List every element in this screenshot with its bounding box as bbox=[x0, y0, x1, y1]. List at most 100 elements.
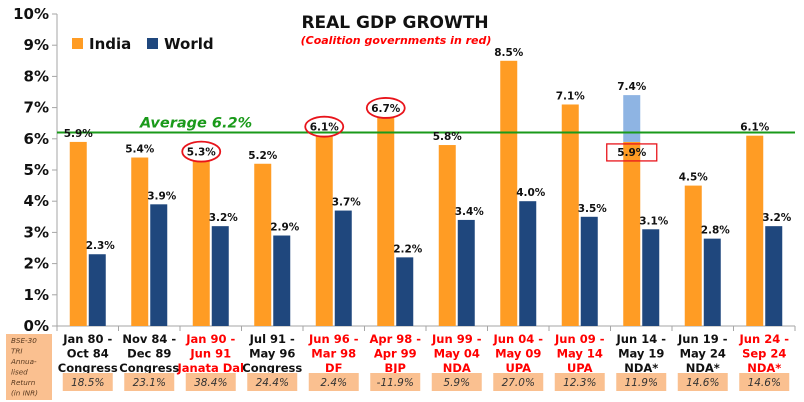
x-category-label: May 96 bbox=[249, 347, 295, 361]
y-tick-label: 7% bbox=[24, 99, 49, 117]
bar-india bbox=[438, 145, 456, 326]
x-category-label: Jun 96 - bbox=[308, 332, 359, 346]
chart-subtitle: (Coalition governments in red) bbox=[301, 34, 492, 47]
data-label-india: 6.1% bbox=[310, 122, 340, 134]
data-labels: 5.9% 2.3% 5.4% 3.9% 5.3% 3.2% 5.2% 2.9% 6.1% 3.7%… bbox=[64, 47, 792, 256]
returns-header-box bbox=[6, 334, 52, 400]
return-value: 12.3% bbox=[563, 377, 596, 389]
bar-world bbox=[765, 226, 783, 326]
return-box bbox=[247, 373, 298, 391]
x-category-label: NDA* bbox=[747, 361, 781, 375]
x-category-label: Congress bbox=[242, 361, 302, 375]
data-label-india: 5.9% bbox=[617, 147, 647, 159]
y-tick-label: 5% bbox=[24, 161, 49, 179]
x-category-label: May 14 bbox=[557, 347, 603, 361]
data-label-world: 3.2% bbox=[209, 212, 239, 224]
label-highlight-circle bbox=[181, 140, 222, 163]
return-value: 11.9% bbox=[625, 377, 658, 389]
average-line-group: Average 6.2% bbox=[57, 116, 795, 134]
returns-header-text: (in INR) bbox=[11, 389, 38, 398]
x-category-label: Mar 98 bbox=[311, 347, 356, 361]
x-category-label: Jun 24 - bbox=[739, 332, 790, 346]
data-label-world: 3.5% bbox=[578, 203, 608, 215]
x-category-label: DF bbox=[325, 361, 342, 375]
y-tick-label: 4% bbox=[24, 192, 49, 210]
data-label-india: 6.1% bbox=[740, 122, 770, 134]
legend-label-india: India bbox=[89, 35, 131, 53]
return-value: 23.1% bbox=[133, 377, 166, 389]
chart-title: REAL GDP GROWTH bbox=[301, 13, 488, 33]
x-category-label: Jun 14 - bbox=[616, 332, 667, 346]
x-category-label: Congress bbox=[58, 361, 118, 375]
data-label-world: 2.8% bbox=[701, 225, 731, 237]
return-value: 18.5% bbox=[71, 377, 104, 389]
x-category-label: May 19 bbox=[618, 347, 664, 361]
returns-header-text: lised bbox=[11, 368, 28, 377]
data-label-world: 3.4% bbox=[455, 206, 485, 218]
axes: 0% 1% 2% 3% 4% 5% 6% 7% 8% 9% 10% bbox=[13, 5, 796, 335]
data-label-india: 5.2% bbox=[248, 150, 278, 162]
x-category-label: UPA bbox=[567, 361, 593, 375]
returns-header-text: Return bbox=[11, 378, 36, 387]
return-value: 24.4% bbox=[256, 377, 289, 389]
data-label-india: 6.7% bbox=[371, 103, 401, 115]
bar-india bbox=[254, 163, 272, 326]
x-category-label: May 09 bbox=[495, 347, 541, 361]
bar-india bbox=[69, 141, 87, 326]
y-tick-label: 2% bbox=[24, 255, 49, 273]
y-tick-label: 10% bbox=[13, 5, 49, 23]
x-category-label: Jan 80 - bbox=[62, 332, 112, 346]
x-category-label: Congress bbox=[119, 361, 179, 375]
bar-india bbox=[561, 104, 579, 326]
data-label-world: 2.9% bbox=[270, 222, 300, 234]
data-label-world: 3.1% bbox=[639, 215, 669, 227]
return-box bbox=[431, 373, 482, 391]
return-value: 5.9% bbox=[443, 377, 470, 389]
x-category-label: Jun 99 - bbox=[431, 332, 482, 346]
data-label-india: 7.1% bbox=[556, 90, 586, 102]
x-category-label: Oct 84 bbox=[67, 347, 109, 361]
returns-header-text: Annua- bbox=[10, 357, 37, 366]
y-tick-label: 9% bbox=[24, 36, 49, 54]
x-category-label: Jun 91 bbox=[189, 347, 231, 361]
label-highlight-box bbox=[606, 143, 658, 162]
legend-swatch-india bbox=[72, 38, 83, 49]
x-category-label: Jul 91 - bbox=[249, 332, 295, 346]
return-box bbox=[493, 373, 544, 391]
data-label-india: 5.3% bbox=[187, 147, 217, 159]
x-category-label: Janata Dal bbox=[177, 361, 245, 375]
bar-world bbox=[334, 210, 352, 326]
return-box bbox=[616, 373, 667, 391]
return-box bbox=[124, 373, 175, 391]
returns-header-text: TRI bbox=[11, 347, 23, 356]
bar-world bbox=[211, 226, 229, 326]
return-value: 14.6% bbox=[748, 377, 781, 389]
returns-header-text: BSE-30 bbox=[11, 336, 37, 345]
label-highlight-circle bbox=[304, 115, 345, 138]
x-category-label: May 04 bbox=[434, 347, 480, 361]
x-category-label: NDA* bbox=[686, 361, 720, 375]
chart-header: REAL GDP GROWTH (Coalition governments i… bbox=[301, 13, 492, 47]
data-label-india: 8.5% bbox=[494, 47, 524, 59]
return-box bbox=[554, 373, 605, 391]
x-category-label: Apr 98 - bbox=[369, 332, 421, 346]
y-tick-label: 1% bbox=[24, 286, 49, 304]
bar-world bbox=[150, 204, 168, 326]
data-label-india: 5.8% bbox=[433, 131, 463, 143]
bar-india bbox=[192, 160, 210, 326]
bar-world bbox=[88, 254, 106, 326]
data-label-india: 4.5% bbox=[679, 172, 709, 184]
return-box bbox=[370, 373, 421, 391]
data-label-extension: 7.4% bbox=[617, 81, 647, 93]
bar-world bbox=[642, 229, 660, 326]
return-value: 27.0% bbox=[502, 377, 535, 389]
average-label: Average 6.2% bbox=[139, 116, 252, 132]
data-label-world: 4.0% bbox=[516, 187, 546, 199]
data-label-world: 2.3% bbox=[86, 240, 116, 252]
bar-world bbox=[273, 235, 291, 326]
returns-row: 18.5% 23.1% 38.4% 24.4% 2.4% -11.9% 5.9% 27.0% 1… bbox=[6, 334, 790, 400]
y-tick-label: 8% bbox=[24, 67, 49, 85]
bar-world bbox=[457, 219, 475, 326]
y-tick-label: 0% bbox=[24, 317, 49, 335]
